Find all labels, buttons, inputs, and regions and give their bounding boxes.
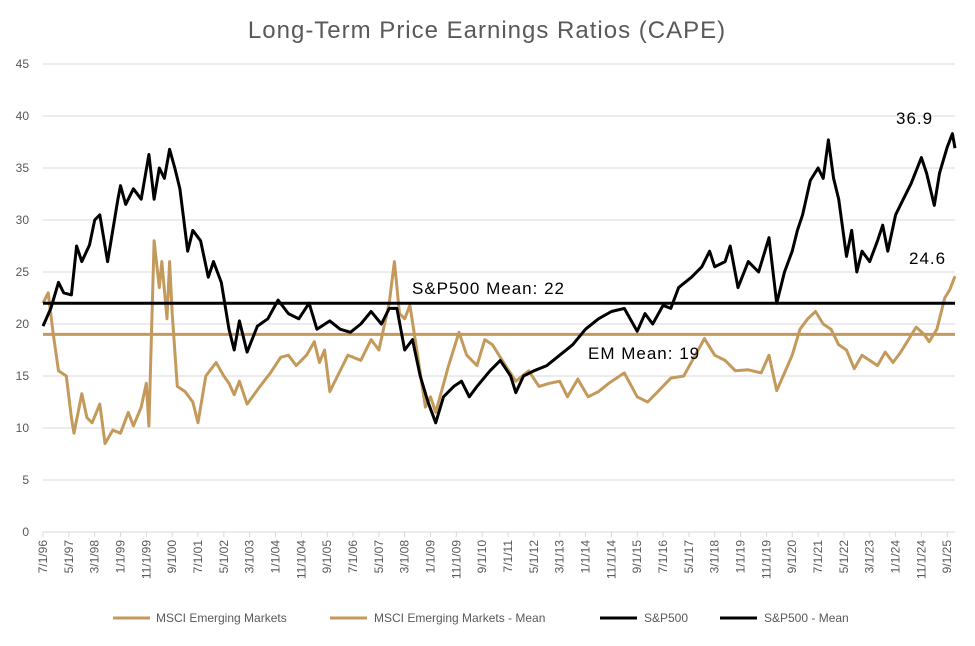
x-tick-label: 11/1/14 <box>604 540 618 579</box>
msci-em-line <box>41 239 957 446</box>
x-tick-label: 1/1/24 <box>889 540 903 574</box>
x-tick-label: 11/1/09 <box>449 540 463 579</box>
grid <box>43 63 955 481</box>
x-tick-label: 5/1/12 <box>527 540 541 574</box>
x-tick-label: 7/1/96 <box>36 540 50 574</box>
legend-label-em-mean: MSCI Emerging Markets - Mean <box>374 611 545 625</box>
x-tick-label: 3/1/08 <box>398 540 412 574</box>
y-tick-label: 30 <box>16 213 30 227</box>
series-lines <box>41 132 957 446</box>
em-mean-label: EM Mean: 19 <box>588 344 700 363</box>
x-tick-label: 5/1/97 <box>62 540 76 574</box>
x-axis: 7/1/96 5/1/97 3/1/98 1/1/99 11/1/99 9/1/00 7/1… <box>36 531 955 579</box>
legend: MSCI Emerging Markets MSCI Emerging Mark… <box>113 611 849 625</box>
y-tick-label: 15 <box>16 369 30 383</box>
x-tick-label: 3/1/13 <box>553 540 567 574</box>
x-tick-label: 1/1/04 <box>269 540 283 574</box>
legend-label-sp500-mean: S&P500 - Mean <box>764 611 849 625</box>
chart-title: Long-Term Price Earnings Ratios (CAPE) <box>248 17 726 44</box>
x-tick-label: 5/1/17 <box>682 540 696 574</box>
legend-label-em: MSCI Emerging Markets <box>156 611 287 625</box>
x-tick-label: 9/1/15 <box>630 540 644 574</box>
y-tick-label: 10 <box>16 421 30 435</box>
x-tick-label: 1/1/99 <box>114 540 128 574</box>
x-tick-label: 5/1/22 <box>837 540 851 574</box>
legend-label-sp500: S&P500 <box>644 611 688 625</box>
x-tick-label: 1/1/14 <box>579 540 593 574</box>
y-tick-label: 5 <box>22 473 29 487</box>
x-tick-label: 9/1/25 <box>940 540 954 574</box>
em-last-value-label: 24.6 <box>909 249 946 268</box>
x-tick-label: 7/1/01 <box>191 540 205 574</box>
x-tick-label: 3/1/18 <box>708 540 722 574</box>
x-tick-label: 9/1/10 <box>475 540 489 574</box>
y-tick-label: 20 <box>16 317 30 331</box>
sp500-line <box>41 132 957 425</box>
x-tick-label: 11/1/99 <box>139 540 153 579</box>
x-tick-label: 7/1/11 <box>501 540 515 573</box>
y-axis: 0 5 10 15 20 25 30 35 40 45 <box>16 57 30 539</box>
y-tick-label: 45 <box>16 57 30 71</box>
x-tick-label: 7/1/21 <box>811 540 825 574</box>
x-tick-label: 7/1/16 <box>656 540 670 574</box>
sp500-mean-label: S&P500 Mean: 22 <box>412 279 565 298</box>
x-tick-label: 9/1/00 <box>165 540 179 574</box>
x-tick-label: 5/1/07 <box>372 540 386 574</box>
x-tick-label: 7/1/06 <box>346 540 360 574</box>
y-tick-label: 35 <box>16 161 30 175</box>
x-tick-label: 1/1/09 <box>424 540 438 574</box>
y-tick-label: 0 <box>22 525 29 539</box>
x-tick-label: 1/1/19 <box>734 540 748 574</box>
x-tick-label: 3/1/03 <box>243 540 257 574</box>
y-tick-label: 25 <box>16 265 30 279</box>
x-tick-label: 3/1/23 <box>863 540 877 574</box>
x-tick-label: 3/1/98 <box>88 540 102 574</box>
x-tick-label: 9/1/05 <box>320 540 334 574</box>
x-tick-label: 9/1/20 <box>785 540 799 574</box>
x-tick-label: 11/1/19 <box>759 540 773 579</box>
x-tick-label: 5/1/02 <box>217 540 231 574</box>
sp500-last-value-label: 36.9 <box>896 109 933 128</box>
x-tick-label: 11/1/24 <box>914 540 928 579</box>
y-tick-label: 40 <box>16 109 30 123</box>
x-tick-label: 11/1/04 <box>294 540 308 579</box>
